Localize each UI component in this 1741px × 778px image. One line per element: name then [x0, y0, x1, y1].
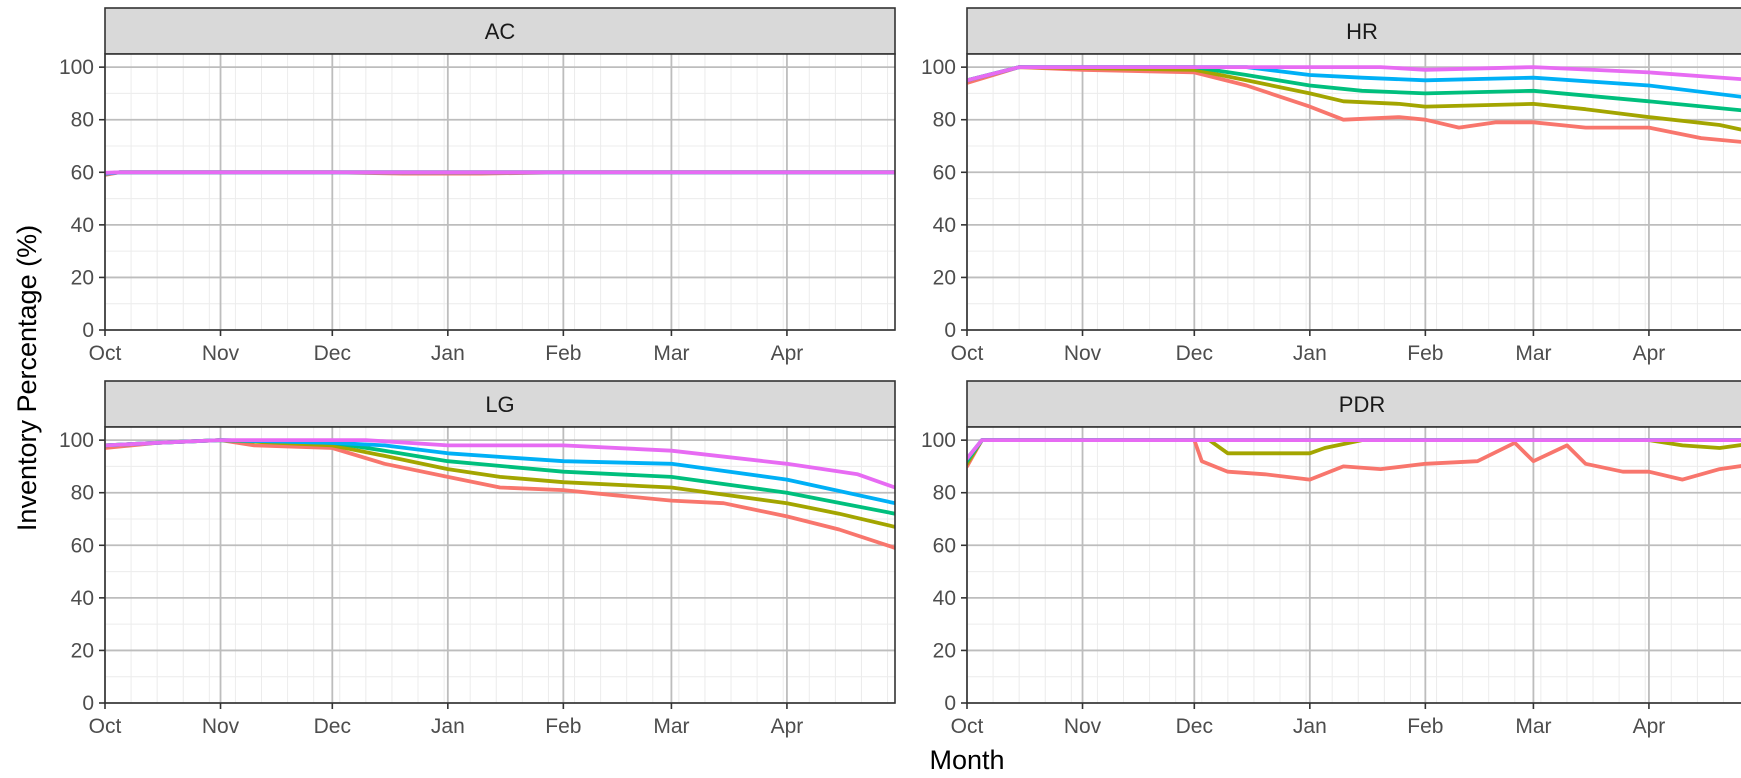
panel-background	[967, 427, 1741, 703]
x-tick-label: Oct	[951, 715, 984, 738]
y-tick-label: 40	[933, 214, 956, 237]
y-tick-label: 0	[944, 692, 956, 715]
y-tick-label: 60	[933, 161, 956, 184]
panel-border	[966, 53, 1741, 331]
x-tick-label: Jan	[431, 342, 465, 365]
x-tick-label: Nov	[1064, 342, 1102, 365]
y-tick-label: 20	[71, 639, 94, 662]
x-tick-label: Dec	[314, 715, 351, 738]
y-tick-label: 40	[71, 587, 94, 610]
series-line-5	[967, 65, 1741, 83]
y-tick-label: 40	[933, 587, 956, 610]
series-group	[967, 65, 1741, 144]
y-tick-label: 80	[71, 109, 94, 132]
x-tick-label: Oct	[89, 342, 122, 365]
x-tick-label: Nov	[1064, 715, 1102, 738]
y-tick-label: 20	[71, 266, 94, 289]
panel-background	[105, 54, 895, 330]
panel-hr: HR 0 20 40 60 80 100 Oct Nov Dec Jan Feb Mar Apr	[921, 7, 1741, 365]
series-group	[967, 438, 1741, 482]
x-tick-label: Nov	[202, 715, 240, 738]
y-axis-title: Inventory Percentage (%)	[12, 225, 42, 531]
x-tick-label: Apr	[771, 715, 804, 738]
gridlines	[104, 427, 895, 704]
y-tick-label: 0	[82, 692, 94, 715]
x-tick-label: Dec	[1176, 342, 1213, 365]
facet-strip-label: HR	[1346, 19, 1378, 44]
y-tick-label: 60	[933, 534, 956, 557]
series-line-5	[105, 438, 895, 490]
x-tick-label: Jan	[1293, 342, 1327, 365]
x-tick-label: Apr	[1633, 342, 1666, 365]
y-tick-label: 60	[71, 161, 94, 184]
panel-background	[105, 427, 895, 703]
y-tick-label: 100	[59, 429, 94, 452]
x-tick-label: Dec	[1176, 715, 1213, 738]
x-tick-label: Dec	[314, 342, 351, 365]
panel-border	[104, 53, 896, 331]
x-tick-label: Nov	[202, 342, 240, 365]
series-line-2	[967, 65, 1741, 132]
panel-pdr: PDR 0 20 40 60 80 100 Oct Nov Dec Jan Feb Mar Apr	[921, 380, 1741, 738]
gridlines	[104, 54, 895, 331]
y-tick-label: 40	[71, 214, 94, 237]
y-tick-label: 80	[933, 482, 956, 505]
x-tick-label: Oct	[951, 342, 984, 365]
gridlines	[966, 427, 1741, 704]
x-tick-label: Feb	[545, 715, 581, 738]
x-tick-label: Mar	[1515, 715, 1551, 738]
x-tick-label: Apr	[1633, 715, 1666, 738]
panels-layer: AC 0 20 40 60 80 100 Oct Nov Dec Jan Feb Mar Apr HR 0 20…	[59, 7, 1741, 738]
y-tick-label: 100	[921, 429, 956, 452]
panel-ac: AC 0 20 40 60 80 100 Oct Nov Dec Jan Feb Mar Apr	[59, 7, 896, 365]
facet-strip	[966, 380, 1741, 428]
y-tick-label: 0	[82, 319, 94, 342]
x-tick-label: Mar	[653, 715, 689, 738]
facet-strip	[104, 7, 896, 55]
y-tick-label: 100	[59, 56, 94, 79]
facet-strip-label: AC	[485, 19, 516, 44]
facet-strip-label: PDR	[1339, 392, 1385, 417]
series-line-5	[105, 170, 895, 175]
facet-strip	[104, 380, 896, 428]
facet-strip-label: LG	[485, 392, 514, 417]
x-tick-label: Mar	[1515, 342, 1551, 365]
y-tick-label: 80	[933, 109, 956, 132]
x-tick-label: Feb	[1407, 342, 1443, 365]
y-tick-label: 80	[71, 482, 94, 505]
x-tick-label: Oct	[89, 715, 122, 738]
x-tick-label: Jan	[431, 715, 465, 738]
y-tick-label: 20	[933, 639, 956, 662]
panel-border	[104, 426, 896, 704]
y-tick-label: 20	[933, 266, 956, 289]
series-group	[105, 438, 895, 550]
x-tick-label: Apr	[771, 342, 804, 365]
panel-border	[966, 426, 1741, 704]
series-line-1	[967, 438, 1741, 482]
series-group	[105, 170, 895, 177]
x-tick-label: Feb	[545, 342, 581, 365]
facet-strip	[966, 7, 1741, 55]
series-line-5	[967, 438, 1741, 461]
y-tick-label: 100	[921, 56, 956, 79]
x-tick-label: Feb	[1407, 715, 1443, 738]
x-tick-label: Mar	[653, 342, 689, 365]
x-axis-title: Month	[929, 745, 1004, 773]
y-tick-label: 0	[944, 319, 956, 342]
x-tick-label: Jan	[1293, 715, 1327, 738]
y-tick-label: 60	[71, 534, 94, 557]
panel-lg: LG 0 20 40 60 80 100 Oct Nov Dec Jan Feb Mar Apr	[59, 380, 896, 738]
